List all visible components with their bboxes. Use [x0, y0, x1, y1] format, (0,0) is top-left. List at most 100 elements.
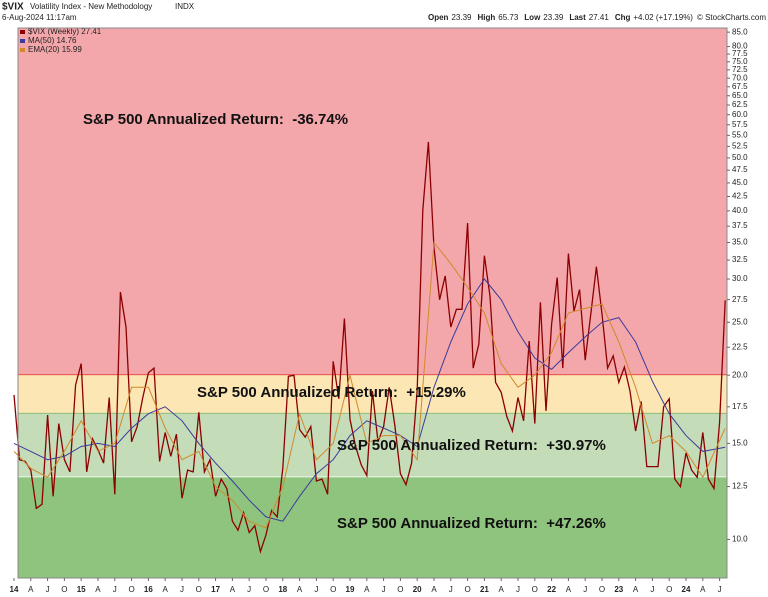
y-tick-label: 50.0 [732, 153, 748, 162]
y-tick-label: 12.5 [732, 482, 748, 491]
y-tick-label: 85.0 [732, 27, 748, 36]
x-tick-label: 16 [144, 585, 153, 594]
x-tick-label: O [397, 585, 403, 594]
plot-frame [17, 27, 728, 579]
x-tick-label: O [599, 585, 605, 594]
y-tick-label: 65.0 [732, 91, 748, 100]
x-tick-label: O [532, 585, 538, 594]
y-tick-label: 42.5 [732, 192, 748, 201]
y-tick-label: 47.5 [732, 165, 748, 174]
y-tick-label: 22.5 [732, 342, 748, 351]
x-tick-label: A [364, 585, 370, 594]
x-tick-label: J [247, 585, 251, 594]
y-tick-label: 70.0 [732, 73, 748, 82]
x-tick-label: 23 [614, 585, 623, 594]
x-tick-label: 19 [346, 585, 355, 594]
copyright: © StockCharts.com [697, 13, 766, 22]
y-tick-label: 35.0 [732, 238, 748, 247]
x-tick-label: O [666, 585, 672, 594]
y-tick-label: 67.5 [732, 82, 748, 91]
zone [18, 28, 727, 376]
x-tick-label: O [263, 585, 269, 594]
x-tick-label: 18 [278, 585, 287, 594]
x-tick-label: J [46, 585, 50, 594]
legend-label: $VIX (Weekly) 27.41 [28, 27, 102, 36]
x-tick-label: J [314, 585, 318, 594]
stat-value: 65.73 [498, 13, 519, 22]
x-tick-label: A [163, 585, 169, 594]
x-tick-label: J [113, 585, 117, 594]
title: Volatility Index - New Methodology [30, 2, 152, 11]
x-tick-label: O [128, 585, 134, 594]
series-line [13, 241, 726, 529]
symbol: $VIX [2, 2, 24, 13]
series-line [13, 278, 726, 522]
y-tick-label: 40.0 [732, 206, 748, 215]
y-tick-label: 57.5 [732, 120, 748, 129]
stat-label: Last [569, 13, 586, 22]
x-tick-label: 21 [480, 585, 489, 594]
stat-label: High [477, 13, 495, 22]
x-tick-label: 15 [77, 585, 86, 594]
y-tick-label: 17.5 [732, 402, 748, 411]
y-tick-label: 37.5 [732, 221, 748, 230]
zone-label: S&P 500 Annualized Return: +30.97% [337, 437, 606, 454]
y-tick-label: 55.0 [732, 130, 748, 139]
x-tick-label: J [650, 585, 654, 594]
y-tick-label: 20.0 [732, 370, 748, 379]
y-tick-label: 30.0 [732, 274, 748, 283]
x-tick-label: 24 [682, 585, 691, 594]
x-tick-label: A [431, 585, 437, 594]
x-tick-label: J [718, 585, 722, 594]
x-tick-label: A [700, 585, 706, 594]
date: 6-Aug-2024 11:17am [2, 13, 77, 22]
x-tick-label: A [230, 585, 236, 594]
legend-swatch [20, 48, 25, 52]
x-tick-label: J [180, 585, 184, 594]
y-tick-label: 60.0 [732, 110, 748, 119]
zone-label: S&P 500 Annualized Return: +15.29% [197, 384, 466, 401]
x-tick-label: A [297, 585, 303, 594]
x-tick-label: 20 [413, 585, 422, 594]
legend-swatch [20, 30, 25, 34]
stat-label: Low [524, 13, 541, 22]
stat-value: 27.41 [589, 13, 610, 22]
zone-label: S&P 500 Annualized Return: +47.26% [337, 515, 606, 532]
stat-label: Chg [615, 13, 631, 22]
x-tick-label: 22 [547, 585, 556, 594]
y-tick-label: 62.5 [732, 100, 748, 109]
stat-label: Open [428, 13, 449, 22]
y-tick-label: 10.0 [732, 535, 748, 544]
stat-value: 23.39 [543, 13, 564, 22]
x-tick-label: A [633, 585, 639, 594]
y-tick-label: 52.5 [732, 141, 748, 150]
legend-label: MA(50) 14.76 [28, 36, 77, 45]
x-tick-label: J [516, 585, 520, 594]
x-tick-label: J [382, 585, 386, 594]
zone-label: S&P 500 Annualized Return: -36.74% [83, 111, 348, 128]
zone [18, 477, 727, 578]
exchange: INDX [175, 2, 195, 11]
x-tick-label: 17 [211, 585, 220, 594]
x-tick-label: O [61, 585, 67, 594]
y-tick-label: 32.5 [732, 255, 748, 264]
x-tick-label: J [583, 585, 587, 594]
y-tick-label: 80.0 [732, 42, 748, 51]
y-tick-label: 25.0 [732, 317, 748, 326]
x-tick-label: A [28, 585, 34, 594]
stat-value: +4.02 (+17.19%) [633, 13, 693, 22]
legend-swatch [20, 39, 25, 43]
x-tick-label: J [449, 585, 453, 594]
y-tick-label: 77.5 [732, 49, 748, 58]
y-tick-label: 27.5 [732, 295, 748, 304]
stat-value: 23.39 [451, 13, 472, 22]
legend-label: EMA(20) 15.99 [28, 45, 82, 54]
series-line [13, 141, 726, 555]
y-tick-label: 72.5 [732, 65, 748, 74]
y-tick-label: 45.0 [732, 178, 748, 187]
y-tick-label: 15.0 [732, 438, 748, 447]
x-tick-label: O [464, 585, 470, 594]
x-tick-label: A [499, 585, 505, 594]
y-tick-label: 75.0 [732, 57, 748, 66]
